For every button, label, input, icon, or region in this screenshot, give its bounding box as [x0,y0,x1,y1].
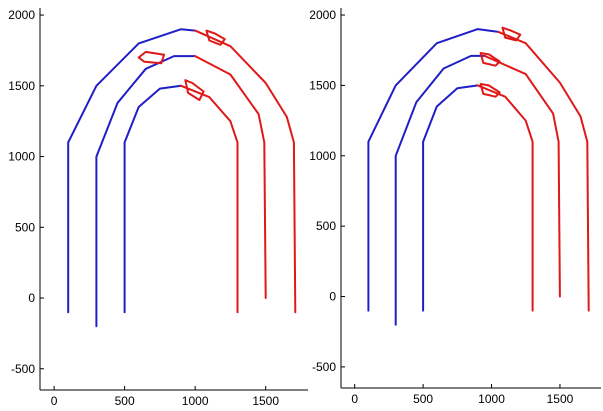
x-tick-label: 1000 [182,394,209,408]
series-line-4 [123,84,183,314]
series-line-3 [194,55,267,299]
series-line-4 [422,84,479,312]
x-tick-label: 0 [51,394,58,408]
y-tick-label: 0 [28,291,35,305]
y-tick-label: -500 [312,360,336,374]
series-line-2 [95,55,197,328]
series-line-5 [180,84,239,314]
series-line-3 [483,54,561,298]
x-tick-label: 1000 [478,392,505,406]
series-line-7 [137,50,166,65]
right-plot: 0 500 1000 1500 -500 0 500 1000 1500 2000 [309,8,601,406]
y-tick-label: 1000 [309,149,336,163]
y-tick-label: -500 [11,362,35,376]
y-tick-label: 1000 [8,150,35,164]
x-tick-label: 500 [115,394,135,408]
y-tick-label: 1500 [8,79,35,93]
x-tick-label: 500 [413,392,433,406]
series-line-7 [479,52,501,67]
series-line-1 [497,30,590,312]
y-tick-label: 500 [15,220,35,234]
left-plot: 0 500 1000 1500 -500 0 500 1000 1500 2000 [8,8,308,408]
y-tick-label: 2000 [309,8,336,22]
y-tick-label: 2000 [8,8,35,22]
y-tick-label: 0 [329,290,336,304]
series-line-5 [476,84,534,312]
series-line-0 [67,28,197,314]
series-line-1 [194,29,297,314]
x-tick-label: 1500 [547,392,574,406]
series-line-2 [394,54,486,326]
y-tick-label: 500 [316,219,336,233]
series-line-0 [367,28,500,312]
series-line-8 [479,83,501,98]
x-tick-label: 0 [351,392,358,406]
x-tick-label: 1500 [252,394,279,408]
series-line-6 [205,29,226,46]
series-line-6 [501,26,522,42]
y-tick-label: 1500 [309,78,336,92]
series-line-8 [184,79,205,101]
